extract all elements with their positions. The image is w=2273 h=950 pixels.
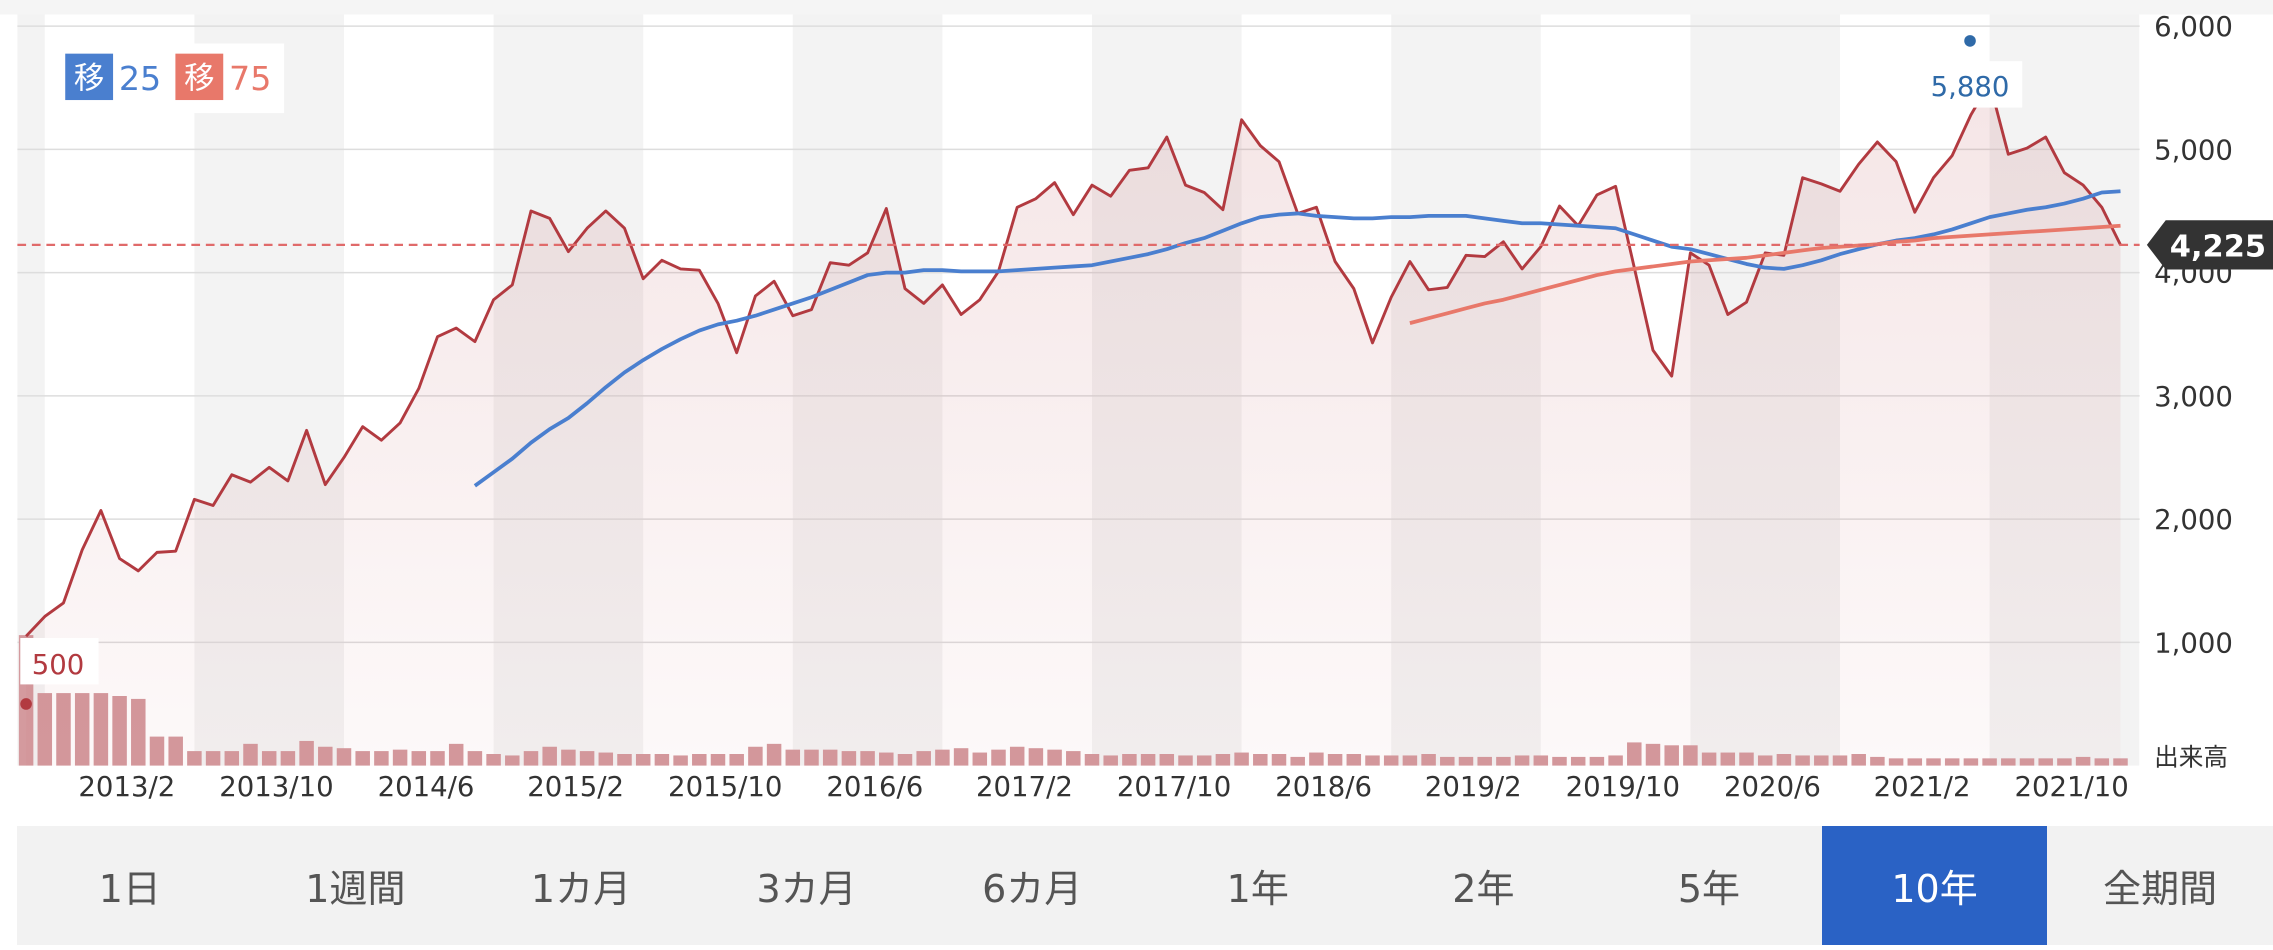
- period-selector: 1日 1週間 1カ月 3カ月 6カ月 1年 2年 5年 10年 全期間: [17, 826, 2273, 945]
- legend-badge: [65, 53, 114, 101]
- period-button[interactable]: 1カ月: [530, 867, 632, 911]
- ma-line: [473, 189, 2121, 488]
- period-button[interactable]: 3カ月: [756, 867, 857, 911]
- ma-line: [1409, 223, 2121, 325]
- period-button[interactable]: 1日: [98, 867, 161, 911]
- period-button[interactable]: 全期間: [2103, 867, 2218, 911]
- period-button[interactable]: 2年: [1452, 867, 1515, 911]
- x-tick-label: 2013/2: [78, 771, 175, 803]
- x-tick-label: 2019/2: [1425, 771, 1522, 803]
- low-marker: [20, 698, 32, 710]
- volume-label: 出来高: [2154, 743, 2228, 772]
- y-tick-label: 1,000: [2154, 627, 2233, 659]
- high-label-bg: [1917, 61, 2023, 108]
- x-tick-label: 2015/10: [668, 771, 782, 803]
- y-tick-label: 3,000: [2154, 381, 2233, 413]
- y-tick-label: 6,000: [2154, 11, 2233, 43]
- top-strip: [0, 0, 2273, 15]
- current-price-tag: [2146, 220, 2273, 270]
- x-tick-label: 2016/6: [826, 771, 923, 803]
- x-tick-label: 2018/6: [1275, 771, 1372, 803]
- period-button[interactable]: 6カ月: [982, 867, 1083, 911]
- low-label-bg: [20, 638, 99, 685]
- x-tick-label: 2014/6: [378, 771, 475, 803]
- y-tick-label: 2,000: [2154, 504, 2233, 536]
- x-tick-label: 2013/10: [219, 771, 333, 803]
- period-button[interactable]: 1年: [1226, 867, 1289, 911]
- x-tick-label: 2017/2: [976, 771, 1073, 803]
- x-tick-label: 2017/10: [1117, 771, 1231, 803]
- legend-entry: 25: [119, 59, 161, 98]
- legend-badge: [175, 53, 224, 101]
- high-label: 5,880: [1931, 71, 2010, 103]
- price-line-area: [26, 82, 2121, 766]
- period-button[interactable]: 5年: [1677, 867, 1741, 911]
- marks: [17, 35, 2140, 766]
- legend-badge-text: 移: [74, 61, 104, 96]
- legend-entry: 75: [229, 59, 271, 98]
- x-tick-label: 2019/10: [1566, 771, 1680, 803]
- x-tick-label: 2020/6: [1724, 771, 1821, 803]
- x-tick-label: 2021/2: [1874, 771, 1971, 803]
- current-price-label: 4,225: [2170, 229, 2266, 264]
- x-tick-label: 2015/2: [527, 771, 624, 803]
- low-label: 500: [32, 649, 85, 681]
- high-marker: [1964, 35, 1976, 47]
- period-button[interactable]: 1週間: [305, 867, 406, 911]
- period-button[interactable]: 10年: [1821, 826, 2048, 945]
- y-tick-label: 5,000: [2154, 134, 2233, 166]
- legend-badge-text: 移: [184, 61, 214, 96]
- x-tick-label: 2021/10: [2014, 771, 2128, 803]
